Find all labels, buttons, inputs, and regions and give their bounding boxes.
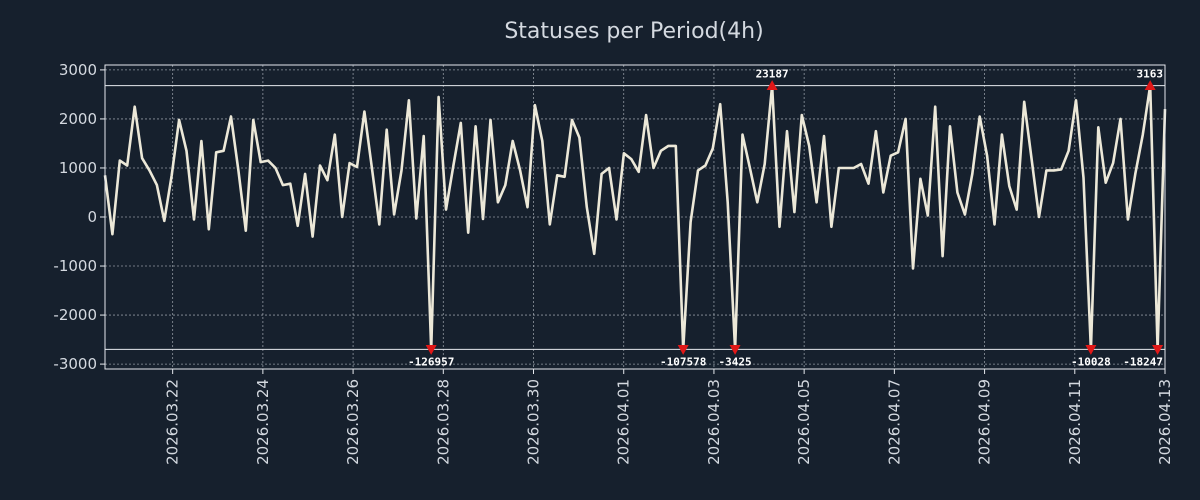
annotation-label: 3163 bbox=[1137, 68, 1164, 81]
y-tick-label: 3000 bbox=[59, 61, 97, 79]
x-tick-label: 2026.04.05 bbox=[795, 379, 813, 465]
annotation-label: -18247 bbox=[1123, 355, 1163, 368]
annotation-marker bbox=[766, 80, 778, 90]
y-tick-label: -1000 bbox=[53, 257, 97, 275]
x-tick-label: 2026.04.03 bbox=[705, 379, 723, 465]
annotation-label: -126957 bbox=[408, 355, 454, 368]
annotation-label: -3425 bbox=[719, 355, 752, 368]
x-tick-label: 2026.04.13 bbox=[1156, 379, 1174, 465]
y-tick-label: -2000 bbox=[53, 306, 97, 324]
annotation-markers: -126957 -107578 -3425 23187 -10028 3163 -18247 bbox=[408, 68, 1164, 368]
grid-layer bbox=[105, 65, 1166, 369]
y-tick-label: 1000 bbox=[59, 159, 97, 177]
y-tick-label: 2000 bbox=[59, 110, 97, 128]
annotation-label: -10028 bbox=[1071, 355, 1111, 368]
annotation-label: -107578 bbox=[660, 355, 706, 368]
annotation-marker bbox=[425, 344, 437, 355]
x-tick-label: 2026.03.26 bbox=[344, 379, 362, 465]
x-tick-label: 2026.04.11 bbox=[1066, 379, 1084, 465]
x-tick-label: 2026.04.01 bbox=[615, 379, 633, 465]
x-tick-label: 2026.03.22 bbox=[164, 379, 182, 465]
x-tick-label: 2026.03.28 bbox=[434, 379, 452, 465]
y-tick-label: -3000 bbox=[53, 355, 97, 373]
chart-title: Statuses per Period(4h) bbox=[504, 19, 763, 44]
x-tick-label: 2026.04.09 bbox=[976, 379, 994, 465]
annotation-marker bbox=[729, 344, 741, 355]
x-tick-label: 2026.04.07 bbox=[885, 379, 903, 465]
annotation-marker bbox=[1085, 344, 1097, 355]
annotation-marker bbox=[677, 344, 689, 355]
clip-limit-lines bbox=[105, 85, 1165, 350]
x-tick-label: 2026.03.30 bbox=[525, 379, 543, 465]
y-tick-label: 0 bbox=[87, 208, 97, 226]
series-line bbox=[103, 84, 1167, 351]
annotation-label: 23187 bbox=[756, 68, 789, 81]
annotation-marker bbox=[1152, 344, 1164, 355]
annotation-marker bbox=[1144, 80, 1156, 90]
series-layer bbox=[103, 84, 1167, 351]
x-tick-label: 2026.03.24 bbox=[254, 379, 272, 465]
axes: 3000 2000 1000 0 -1000 -2000 -3000 2026.03.22 20… bbox=[53, 61, 1174, 465]
